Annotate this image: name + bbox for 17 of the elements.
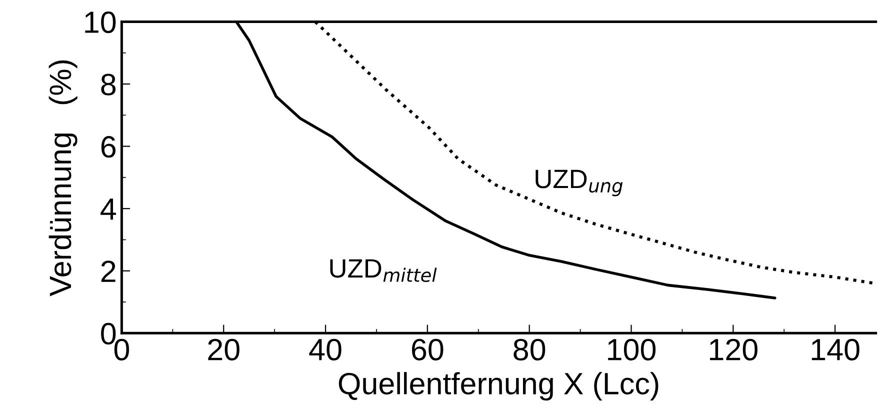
y-tick-label: 2 [101,260,116,282]
x-axis-title: Quellentfernung X (Lcc) [338,372,658,401]
series-label: UZD$_{ung}$ [536,170,623,196]
y-tick-label: 8 [101,74,116,96]
series-label: UZD$_{mittel}$ [330,259,437,282]
y-tick-label: 6 [101,136,116,158]
x-tick-label: 120 [710,338,758,360]
x-tick-label: 100 [608,338,656,360]
x-tick-label: 20 [208,338,240,360]
x-tick-label: 80 [514,338,546,360]
y-tick-label: 10 [85,11,116,34]
x-tick-label: 40 [309,338,342,360]
x-tick-label: 60 [412,338,444,360]
x-tick-label: 140 [812,338,860,360]
y-tick-label: 0 [101,322,116,345]
y-tick-label: 4 [100,198,116,220]
y-axis-title: Verdünnung (%) [48,60,78,296]
